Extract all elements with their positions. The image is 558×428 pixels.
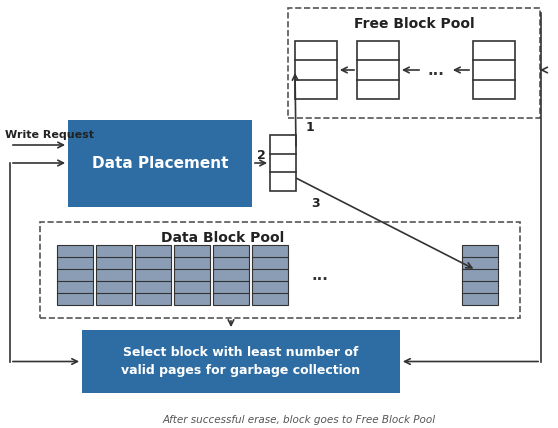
Bar <box>135 245 171 305</box>
Bar <box>357 41 399 99</box>
Bar <box>252 245 288 305</box>
Text: Data Block Pool: Data Block Pool <box>161 231 284 245</box>
Text: ...: ... <box>427 62 444 77</box>
Text: 1: 1 <box>306 121 315 134</box>
Bar <box>473 41 515 99</box>
Bar <box>68 120 252 207</box>
Text: 2: 2 <box>257 149 266 161</box>
Text: Free Block Pool: Free Block Pool <box>354 17 474 31</box>
Text: Write Request: Write Request <box>5 130 94 140</box>
Bar <box>270 135 296 191</box>
Text: Data Placement: Data Placement <box>92 156 228 171</box>
Bar <box>295 41 337 99</box>
Bar <box>96 245 132 305</box>
Bar <box>57 245 93 305</box>
Bar <box>174 245 210 305</box>
Text: After successful erase, block goes to Free Block Pool: After successful erase, block goes to Fr… <box>162 415 436 425</box>
Bar <box>462 245 498 305</box>
Bar <box>82 330 400 393</box>
Bar <box>288 8 540 118</box>
Bar <box>213 245 249 305</box>
Bar <box>40 222 520 318</box>
Text: Select block with least number of
valid pages for garbage collection: Select block with least number of valid … <box>122 346 360 377</box>
Text: ...: ... <box>311 268 329 282</box>
Text: 3: 3 <box>311 196 320 209</box>
